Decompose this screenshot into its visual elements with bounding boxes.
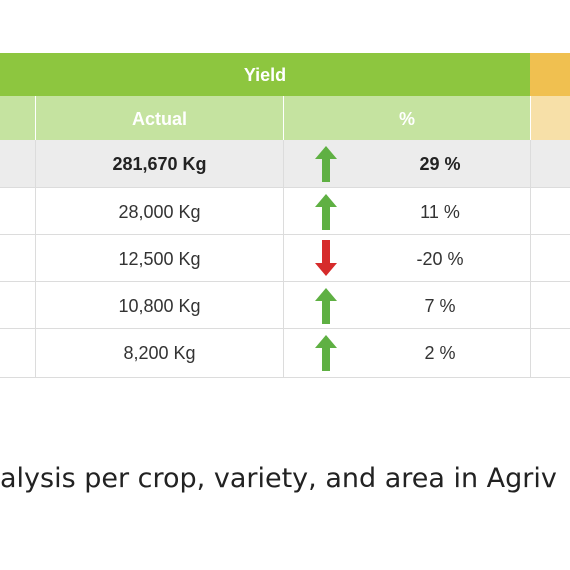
trend-up-icon [315,288,337,324]
column-divider [35,140,36,378]
row-divider [0,377,570,378]
cell-actual: 8,200 Kg [123,343,196,363]
cell-percent: 29 % [419,154,461,174]
subheader-divider [283,96,284,140]
row-divider [0,187,570,188]
next-group-subheader [530,96,570,140]
cell-actual: 281,670 Kg [112,154,207,174]
yield-group-label: Yield [243,65,287,85]
trend-up-icon [315,146,337,182]
cell-percent: 2 % [424,343,456,363]
next-group-header [530,53,570,96]
row-divider [0,234,570,235]
subheader-divider [530,96,531,140]
cell-actual: 28,000 Kg [118,202,201,222]
column-divider [530,140,531,378]
column-header-percent[interactable]: % [398,109,415,129]
cell-actual: 12,500 Kg [118,249,201,269]
subheader-row [0,96,530,140]
table-row-total [0,140,570,187]
row-divider [0,328,570,329]
trend-up-icon [315,335,337,371]
row-divider [0,281,570,282]
cell-percent: 11 % [420,202,460,222]
column-header-actual[interactable]: Actual [131,109,187,129]
cell-actual: 10,800 Kg [118,296,201,316]
trend-down-icon [315,240,337,276]
cell-percent: 7 % [424,296,456,316]
column-divider [283,140,284,378]
trend-up-icon [315,194,337,230]
subheader-divider [35,96,36,140]
caption-text: alysis per crop, variety, and area in Ag… [0,463,557,494]
yield-header [0,53,530,96]
cell-percent: -20 % [416,249,464,269]
